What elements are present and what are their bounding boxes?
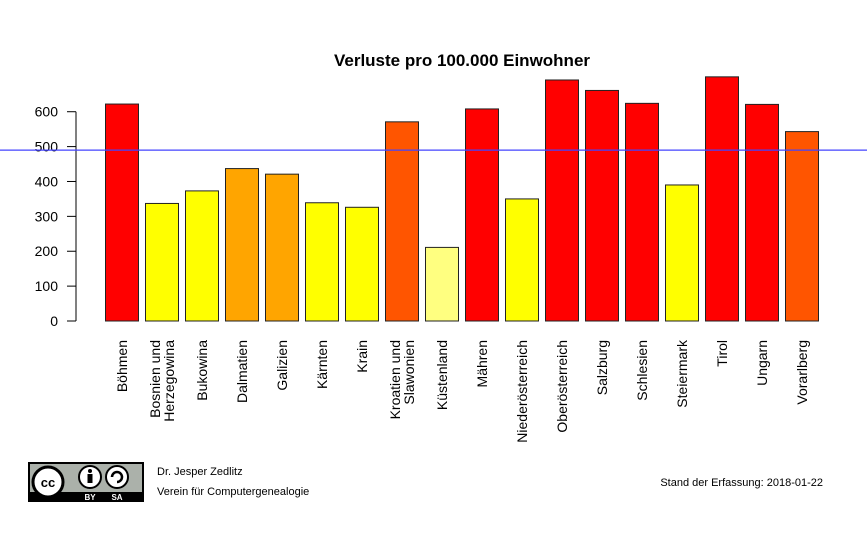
y-tick-label: 100 — [35, 278, 59, 294]
x-tick-label: Galizien — [274, 340, 290, 391]
svg-text:BY: BY — [84, 493, 96, 502]
y-tick-label: 0 — [50, 313, 58, 329]
x-tick-label: Böhmen — [114, 340, 130, 392]
organization: Verein für Computergenealogie — [157, 486, 310, 498]
bar — [625, 102, 659, 322]
bar — [385, 121, 419, 322]
x-tick-label: Vorarlberg — [794, 340, 810, 405]
x-tick-label: Bukowina — [194, 340, 210, 401]
x-tick-label: Krain — [354, 340, 370, 373]
date-label: Stand der Erfassung: 2018-01-22 — [660, 477, 823, 489]
x-tick-label: Tirol — [714, 340, 730, 367]
x-tick-label: Bosnien und — [147, 340, 163, 418]
x-tick-label: Kroatien und — [387, 340, 403, 419]
svg-text:cc: cc — [41, 475, 55, 490]
bar — [225, 168, 259, 322]
bars — [105, 76, 819, 322]
y-tick-label: 300 — [35, 208, 59, 224]
bar — [785, 131, 819, 322]
author: Dr. Jesper Zedlitz — [157, 466, 243, 478]
bar — [105, 103, 139, 322]
x-tick-label: Mähren — [474, 340, 490, 387]
x-tick-label: Slawonien — [401, 340, 417, 405]
svg-text:SA: SA — [111, 493, 122, 502]
bar — [585, 89, 619, 322]
bar — [705, 76, 739, 322]
x-tick-label: Niederösterreich — [514, 340, 530, 443]
bar — [745, 103, 779, 322]
y-axis: 0 100 200 300 400 500 600 — [35, 104, 77, 329]
x-tick-label: Steiermark — [674, 339, 690, 408]
bar — [425, 246, 459, 322]
x-tick-label: Küstenland — [434, 340, 450, 410]
bar — [265, 173, 299, 322]
y-tick-label: 400 — [35, 173, 59, 189]
x-tick-label: Dalmatien — [234, 340, 250, 403]
chart-title: Verluste pro 100.000 Einwohner — [334, 51, 590, 70]
x-tick-label: Oberösterreich — [554, 340, 570, 433]
y-tick-label: 600 — [35, 104, 59, 120]
bar — [305, 202, 339, 322]
bar — [345, 206, 379, 322]
x-tick-label: Herzegowina — [161, 340, 177, 422]
bar — [505, 198, 539, 322]
x-tick-label: Ungarn — [754, 340, 770, 386]
cc-by-sa-license-logo: cc BY SA — [28, 462, 144, 502]
bar — [465, 108, 499, 322]
bar — [665, 184, 699, 322]
y-tick-label: 500 — [35, 139, 59, 155]
bar — [185, 190, 219, 322]
x-tick-label: Kärnten — [314, 340, 330, 389]
bar — [145, 202, 179, 322]
x-tick-label: Salzburg — [594, 340, 610, 395]
x-tick-label: Schlesien — [634, 340, 650, 401]
y-tick-label: 200 — [35, 243, 59, 259]
bar — [545, 79, 579, 322]
